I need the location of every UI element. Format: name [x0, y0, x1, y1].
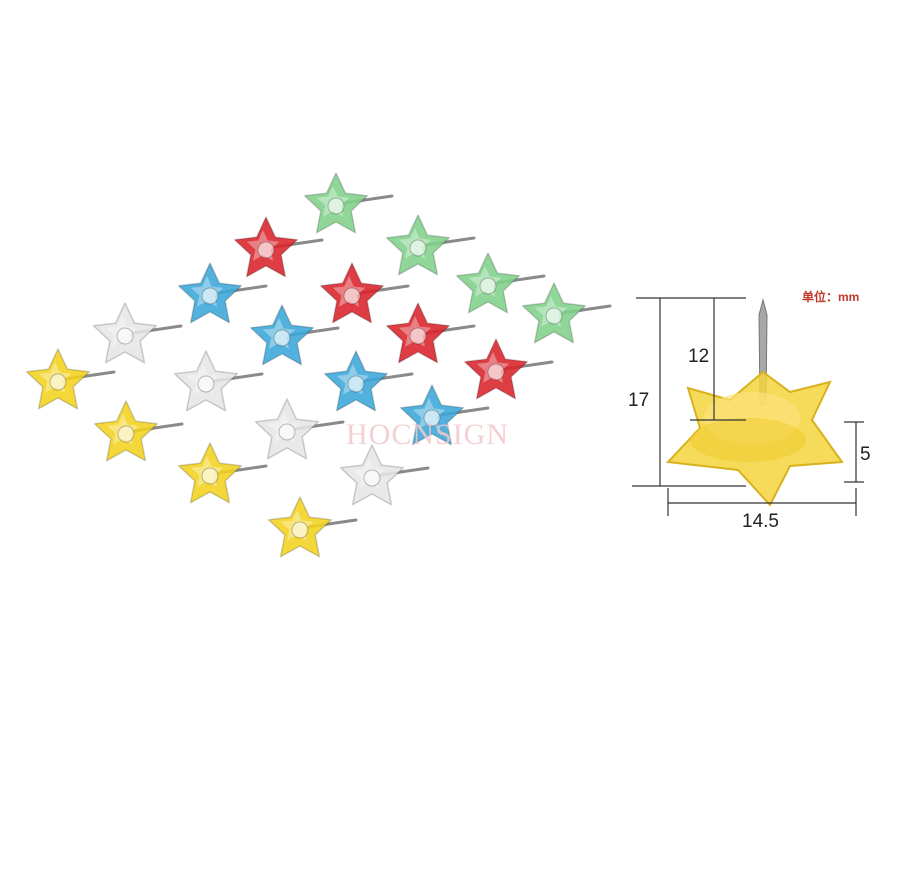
dimension-lines [632, 297, 864, 516]
pushpin-red [385, 302, 476, 364]
star-base [690, 418, 806, 462]
pushpin-green [521, 282, 612, 344]
pushpin-red [233, 216, 324, 278]
head-width-label: 14.5 [742, 511, 779, 532]
pin-length-label: 12 [688, 346, 710, 367]
unit-label: 单位：mm [802, 290, 860, 304]
pushpin-white [92, 302, 183, 364]
pushpin-white [173, 350, 264, 412]
pushpin-blue [249, 304, 340, 366]
star-dome [704, 392, 800, 444]
pushpin-blue [399, 384, 490, 446]
pushpin-green [303, 172, 394, 234]
dimension-diagram [632, 297, 864, 516]
watermark: HOCNSIGN [346, 418, 510, 451]
pushpin-white [254, 398, 345, 460]
pushpin-group [25, 172, 612, 558]
pushpin-yellow [25, 348, 116, 410]
pushpin-blue [177, 262, 268, 324]
total-height-label: 17 [628, 390, 650, 411]
pushpin-green [385, 214, 476, 276]
pushpin-red [319, 262, 410, 324]
pushpin-green [455, 252, 546, 314]
head-thickness-label: 5 [860, 444, 871, 465]
pushpin-white [339, 444, 430, 506]
pushpin-blue [323, 350, 414, 412]
pushpin-yellow [93, 400, 184, 462]
pushpin-yellow [267, 496, 358, 558]
pushpin-yellow [177, 442, 268, 504]
pushpin-red [463, 338, 554, 400]
